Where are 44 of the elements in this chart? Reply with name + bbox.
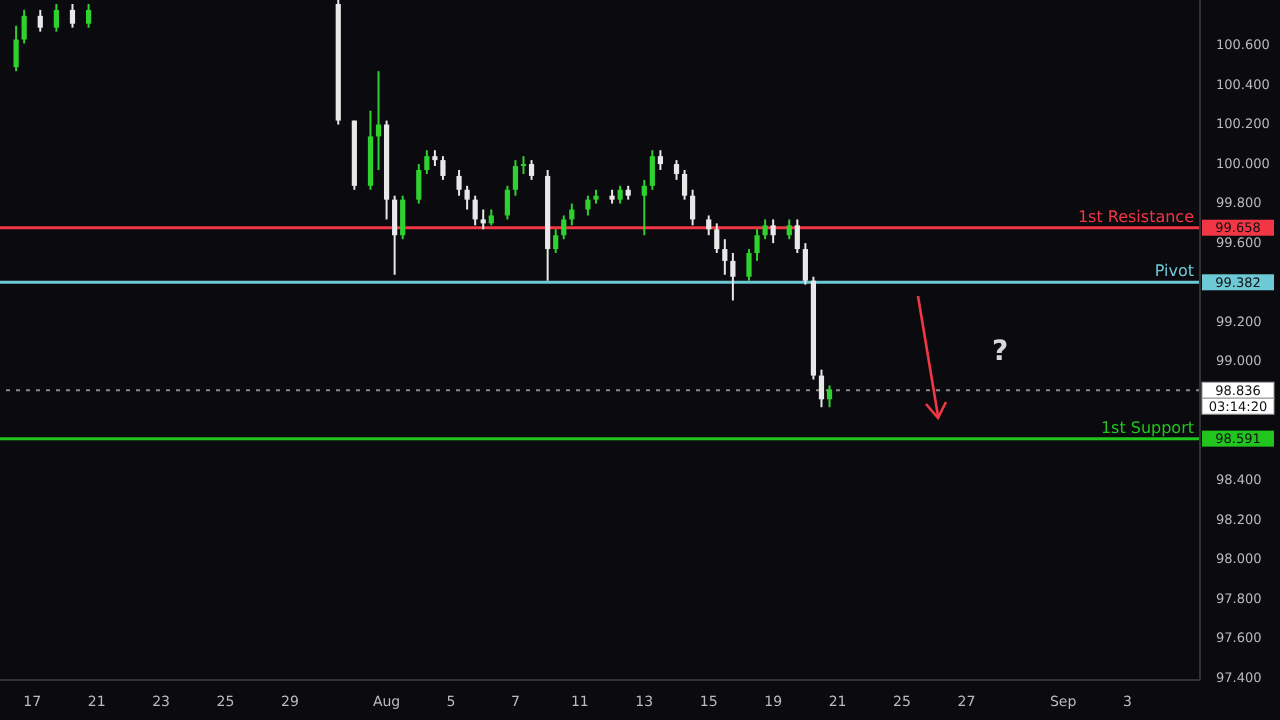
candlestick bbox=[657, 149, 663, 171]
candlestick bbox=[480, 208, 486, 231]
candlestick bbox=[464, 184, 470, 211]
candlestick bbox=[85, 2, 92, 29]
candlestick bbox=[673, 159, 680, 181]
candlestick bbox=[13, 24, 19, 73]
candlestick bbox=[818, 368, 825, 409]
candlestick bbox=[512, 159, 519, 197]
candlestick bbox=[681, 169, 688, 201]
ref-line-label: 1st Support bbox=[1100, 418, 1194, 437]
candlestick bbox=[456, 169, 462, 197]
candlestick bbox=[770, 218, 776, 245]
ref-line-label: 1st Resistance bbox=[1077, 207, 1195, 226]
candlestick bbox=[528, 159, 535, 181]
candlestick bbox=[722, 238, 728, 276]
candlestick bbox=[392, 194, 398, 276]
candlestick bbox=[37, 8, 43, 33]
candlestick bbox=[762, 218, 768, 241]
candlestick bbox=[400, 194, 406, 241]
candlestick bbox=[69, 2, 76, 29]
candlestick bbox=[440, 155, 446, 181]
candlestick bbox=[424, 149, 430, 175]
candlestick bbox=[649, 149, 655, 191]
candlestick bbox=[553, 228, 559, 255]
candlestick bbox=[641, 178, 647, 237]
candlestick bbox=[504, 184, 510, 221]
candlestick bbox=[472, 194, 478, 227]
candlestick bbox=[714, 222, 720, 255]
candlestick bbox=[585, 194, 591, 217]
candlestick bbox=[794, 218, 800, 255]
candlestick bbox=[802, 242, 808, 286]
candlestick bbox=[416, 163, 422, 205]
candlestick bbox=[53, 2, 59, 33]
candlestick bbox=[730, 252, 736, 302]
candlestick bbox=[746, 248, 752, 282]
candlestick bbox=[826, 384, 833, 409]
annotation: ? bbox=[991, 336, 1009, 368]
candlestick bbox=[706, 214, 712, 237]
candlestick bbox=[786, 218, 792, 241]
candlestick bbox=[21, 8, 27, 45]
candlestick bbox=[561, 214, 567, 241]
ref-line-label: Pivot bbox=[1154, 262, 1194, 281]
candlestick bbox=[690, 188, 696, 227]
candlestick bbox=[754, 228, 760, 262]
